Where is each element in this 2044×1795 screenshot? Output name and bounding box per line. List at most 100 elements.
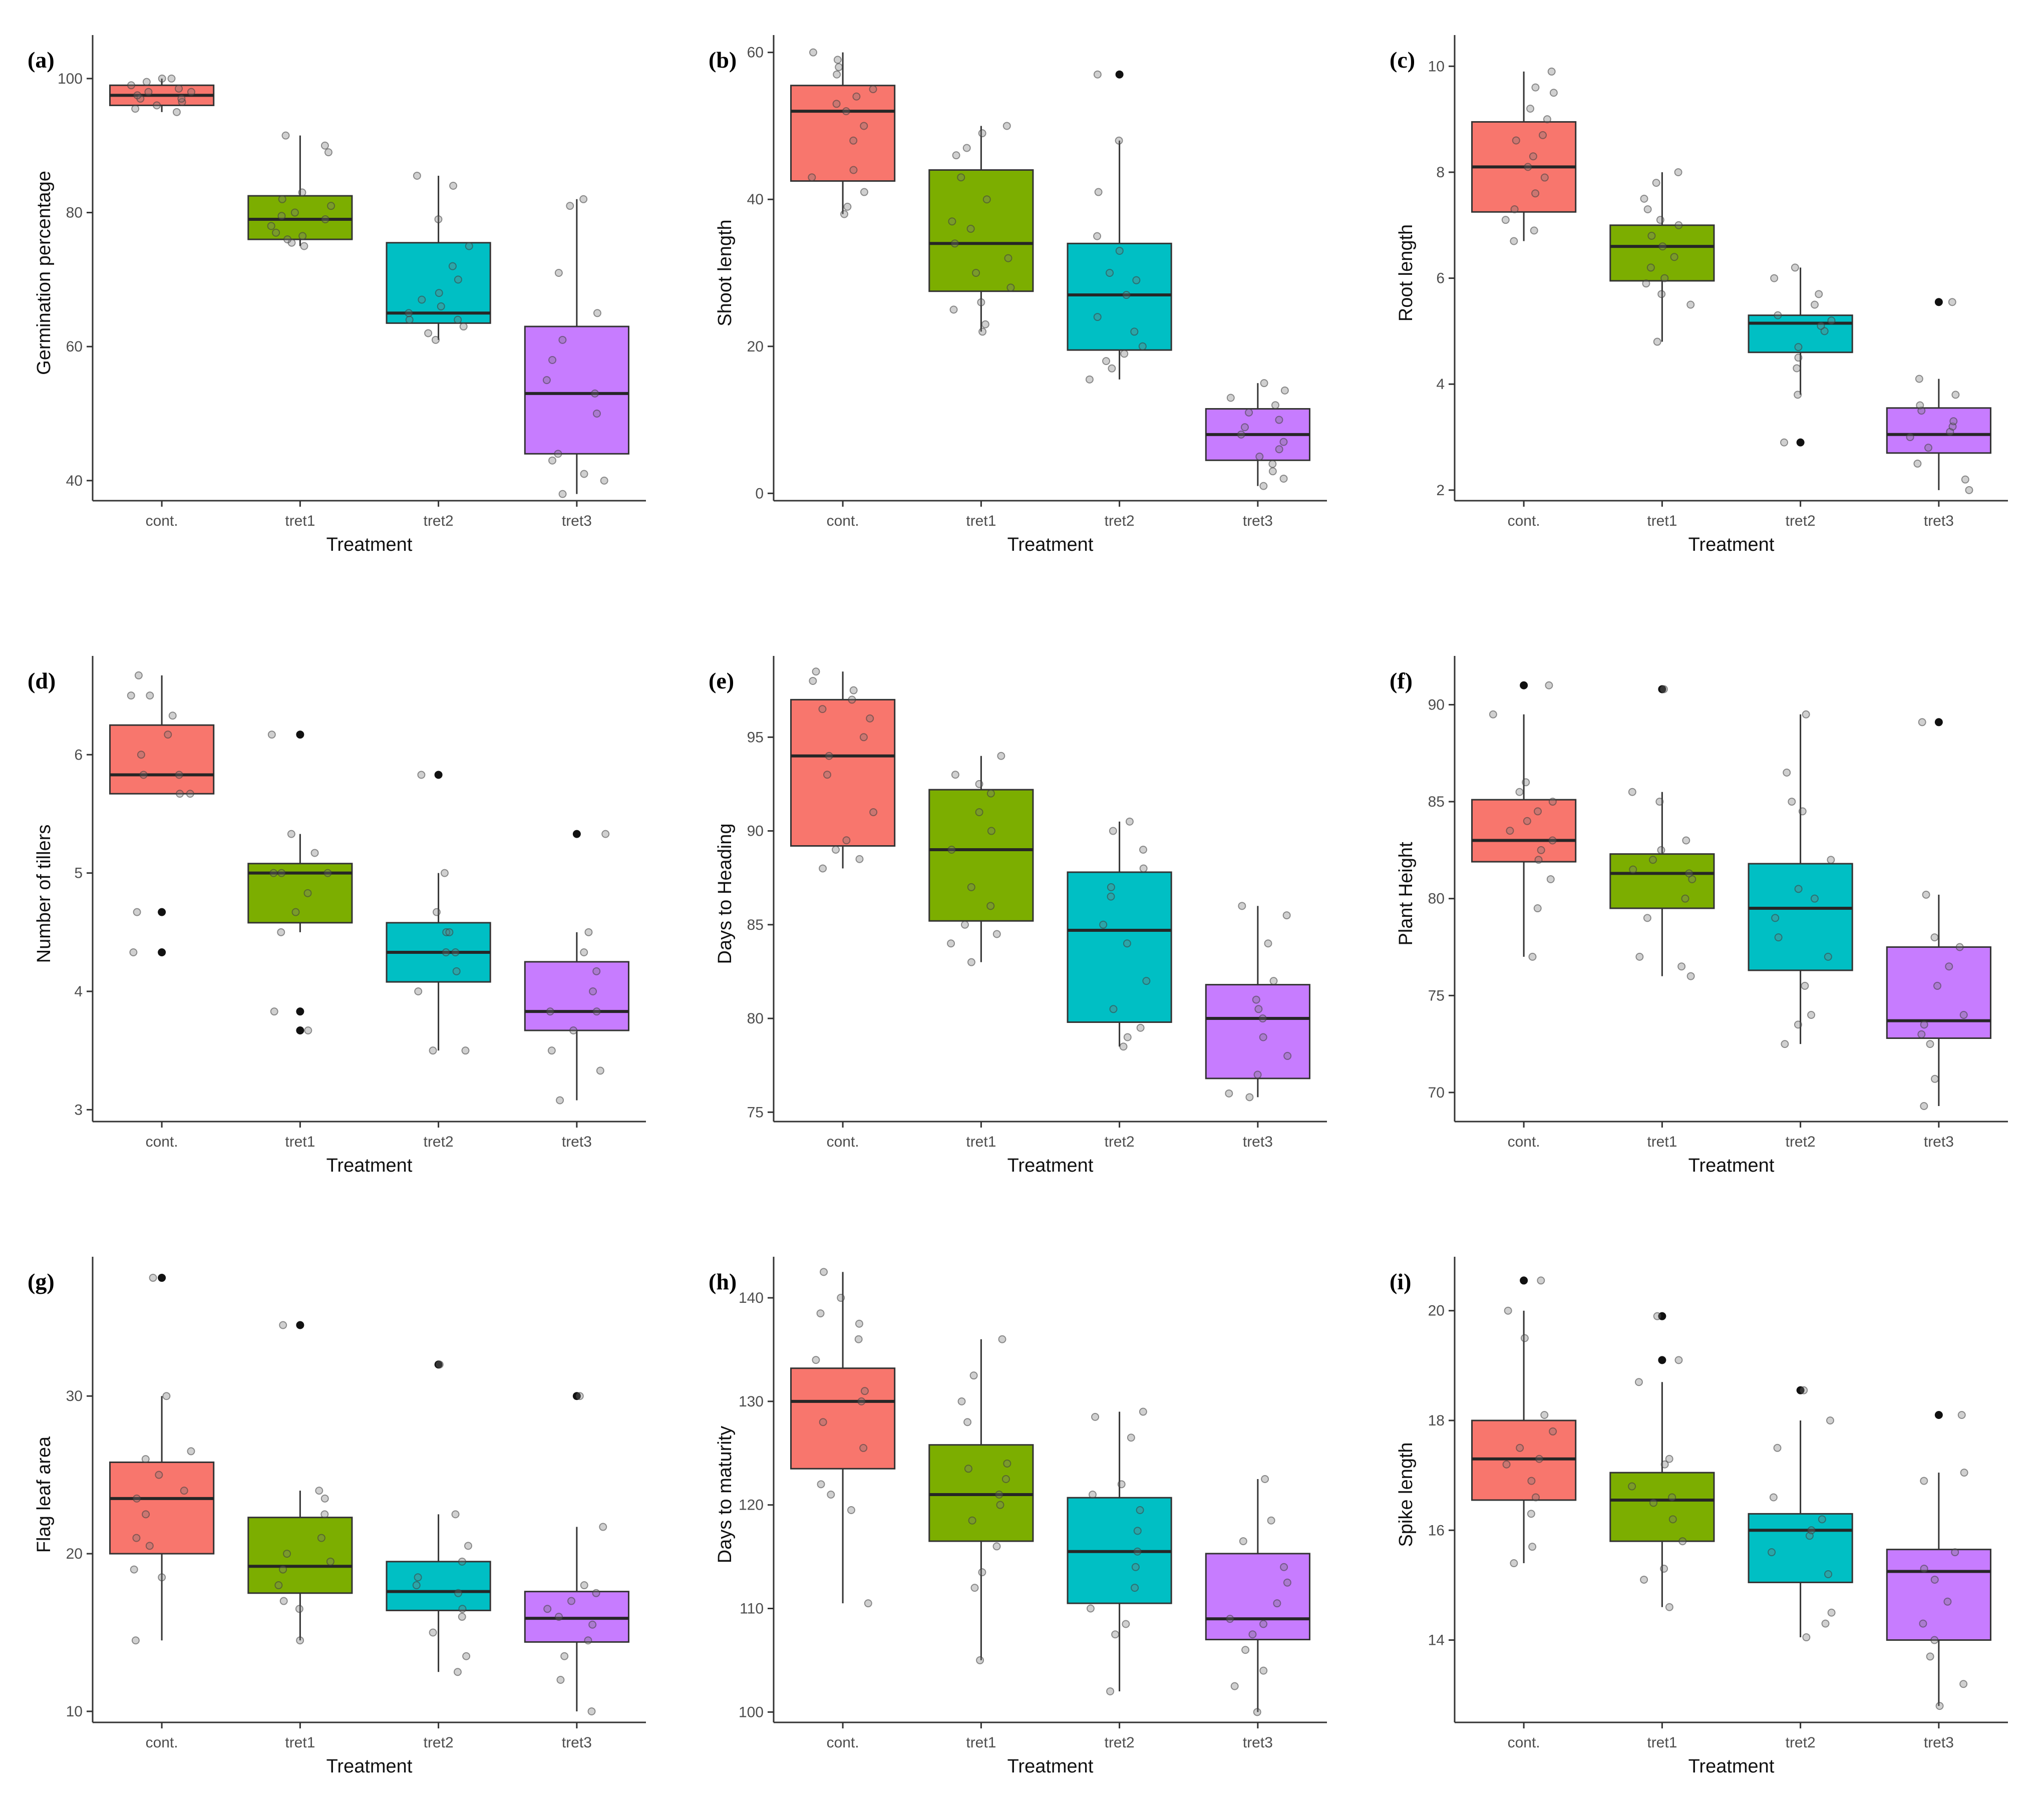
box-cont bbox=[790, 667, 896, 873]
jitter-point bbox=[842, 836, 851, 845]
box-rect bbox=[790, 698, 896, 847]
jitter-point bbox=[816, 1309, 825, 1318]
x-tick-label: tret1 bbox=[1647, 1134, 1677, 1150]
jitter-point bbox=[317, 1534, 325, 1542]
jitter-point bbox=[464, 1542, 473, 1550]
jitter-point bbox=[1139, 1407, 1147, 1416]
jitter-point bbox=[848, 695, 856, 704]
jitter-point bbox=[1123, 1033, 1132, 1041]
jitter-point bbox=[970, 1584, 979, 1592]
jitter-point bbox=[131, 1636, 140, 1645]
jitter-point bbox=[278, 195, 286, 203]
y-tick-label: 85 bbox=[747, 917, 764, 933]
jitter-point bbox=[1537, 846, 1545, 854]
jitter-point bbox=[277, 869, 286, 877]
jitter-point bbox=[849, 686, 858, 694]
jitter-point bbox=[1520, 1334, 1529, 1342]
jitter-point bbox=[1827, 316, 1836, 325]
jitter-point bbox=[1548, 798, 1557, 806]
jitter-point bbox=[1794, 353, 1803, 362]
jitter-point bbox=[180, 1487, 188, 1495]
jitter-point bbox=[1139, 845, 1148, 854]
boxplot-svg: 75 80 85 90 95 cont. tret1 tret2 tret3 Treatment D… bbox=[709, 656, 1327, 1176]
jitter-point bbox=[287, 830, 295, 838]
jitter-point bbox=[1628, 1482, 1636, 1491]
jitter-point bbox=[451, 1510, 460, 1519]
jitter-point bbox=[558, 335, 567, 344]
box-rect bbox=[247, 1517, 353, 1594]
jitter-point bbox=[1279, 474, 1288, 483]
jitter-point bbox=[1111, 1630, 1120, 1639]
outlier-point bbox=[296, 731, 304, 739]
jitter-point bbox=[1685, 869, 1693, 878]
x-tick-label: cont. bbox=[146, 1134, 178, 1150]
jitter-point bbox=[554, 269, 563, 277]
jitter-point bbox=[1657, 290, 1666, 298]
jitter-point bbox=[1259, 1033, 1267, 1041]
box-tret3 bbox=[1205, 902, 1310, 1102]
jitter-point bbox=[1781, 1040, 1789, 1048]
y-tick-label: 40 bbox=[747, 191, 764, 208]
jitter-point bbox=[948, 217, 956, 226]
box-tret2 bbox=[1067, 70, 1172, 384]
x-tick-label: tret3 bbox=[1243, 513, 1273, 529]
outlier-point bbox=[1934, 718, 1943, 727]
box-tret1 bbox=[247, 131, 353, 250]
jitter-point bbox=[847, 1506, 855, 1515]
y-tick-label: 3 bbox=[74, 1102, 83, 1118]
panel-label: (f) bbox=[1390, 668, 1413, 693]
y-tick-label: 80 bbox=[66, 205, 83, 221]
box-rect bbox=[524, 961, 629, 1031]
jitter-point bbox=[296, 1636, 304, 1645]
x-tick-label: tret1 bbox=[1647, 513, 1677, 529]
x-axis-title: Treatment bbox=[1007, 534, 1094, 555]
jitter-point bbox=[1770, 274, 1779, 282]
jitter-point bbox=[1136, 1506, 1144, 1515]
jitter-point bbox=[992, 1542, 1001, 1551]
jitter-point bbox=[554, 450, 562, 458]
boxplot-svg: 0 20 40 60 cont. tret1 tret2 tret3 Treatment Shoo… bbox=[709, 35, 1327, 555]
jitter-point bbox=[142, 78, 151, 86]
jitter-point bbox=[986, 902, 995, 910]
outlier-point bbox=[1934, 298, 1943, 306]
jitter-point bbox=[975, 808, 983, 817]
jitter-point bbox=[429, 1628, 437, 1637]
jitter-point bbox=[461, 1046, 470, 1055]
jitter-point bbox=[323, 869, 332, 877]
y-axis-title: Spike length bbox=[1396, 1442, 1417, 1547]
jitter-point bbox=[601, 830, 610, 838]
jitter-point bbox=[1237, 430, 1245, 439]
jitter-point bbox=[869, 85, 877, 94]
panel-label: (d) bbox=[28, 668, 56, 693]
jitter-point bbox=[1524, 163, 1532, 171]
x-tick-label: tret2 bbox=[424, 1734, 454, 1751]
y-tick-label: 20 bbox=[1428, 1303, 1445, 1319]
y-tick-label: 5 bbox=[74, 865, 83, 882]
jitter-point bbox=[951, 771, 959, 779]
jitter-point bbox=[1253, 1070, 1262, 1079]
jitter-point bbox=[1001, 1475, 1010, 1483]
y-tick-label: 10 bbox=[66, 1703, 83, 1720]
jitter-point bbox=[823, 771, 832, 779]
jitter-point bbox=[1807, 1526, 1816, 1535]
outlier-point bbox=[1934, 1411, 1943, 1419]
boxplot-svg: 70 75 80 85 90 cont. tret1 tret2 tret3 Treatment P… bbox=[1390, 656, 2008, 1176]
box-rect bbox=[1067, 871, 1172, 1023]
jitter-point bbox=[975, 780, 983, 788]
jitter-point bbox=[579, 195, 588, 203]
jitter-point bbox=[1510, 1559, 1518, 1568]
jitter-point bbox=[1506, 827, 1514, 835]
jitter-point bbox=[967, 883, 975, 891]
jitter-point bbox=[164, 731, 172, 739]
box-tret1 bbox=[1609, 685, 1715, 980]
x-tick-label: tret1 bbox=[966, 1134, 996, 1150]
jitter-point bbox=[1119, 1042, 1128, 1051]
jitter-point bbox=[1648, 856, 1657, 864]
x-tick-label: cont. bbox=[146, 513, 178, 529]
box-tret2 bbox=[1748, 1386, 1853, 1642]
jitter-point bbox=[1682, 836, 1690, 845]
jitter-point bbox=[1539, 131, 1547, 139]
jitter-point bbox=[860, 122, 868, 130]
outlier-point bbox=[434, 771, 443, 779]
x-tick-label: tret3 bbox=[1924, 1734, 1954, 1751]
